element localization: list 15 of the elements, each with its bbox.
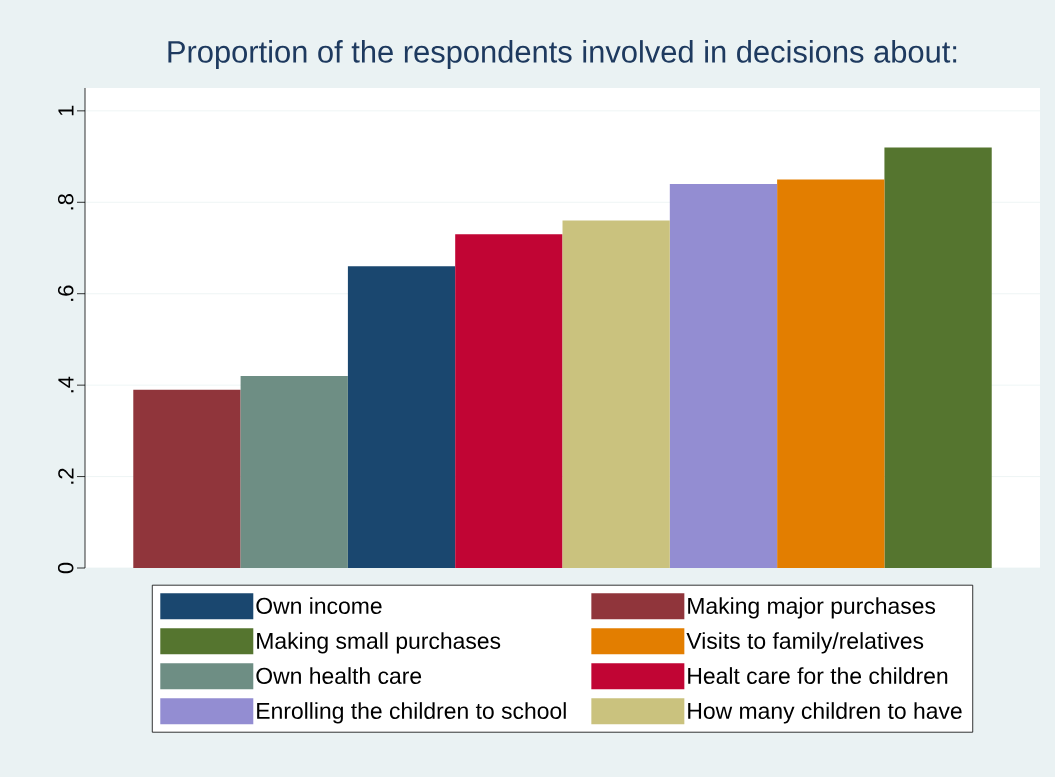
legend-label: Own health care — [256, 667, 422, 684]
legend-label: How many children to have — [688, 702, 962, 724]
y-tick-label: .4 — [58, 376, 74, 393]
legend-label: Own income — [256, 597, 382, 614]
y-tick-label: .2 — [58, 468, 74, 484]
legend-label: Visits to family/relatives — [686, 632, 924, 654]
y-tick-label: .8 — [57, 194, 74, 210]
y-tick-label: 0 — [57, 562, 74, 574]
y-tick-label: .6 — [57, 285, 74, 301]
legend-label: Enrolling the children to school — [257, 702, 566, 724]
legend-label: Healt care for the children — [688, 667, 948, 684]
legend-label: Making major purchases — [688, 597, 936, 619]
chart-title: Proportion of the respondents involved in decisions about: — [168, 40, 957, 69]
legend-label: Making small purchases — [257, 632, 501, 654]
y-tick-label: 1 — [58, 105, 74, 116]
